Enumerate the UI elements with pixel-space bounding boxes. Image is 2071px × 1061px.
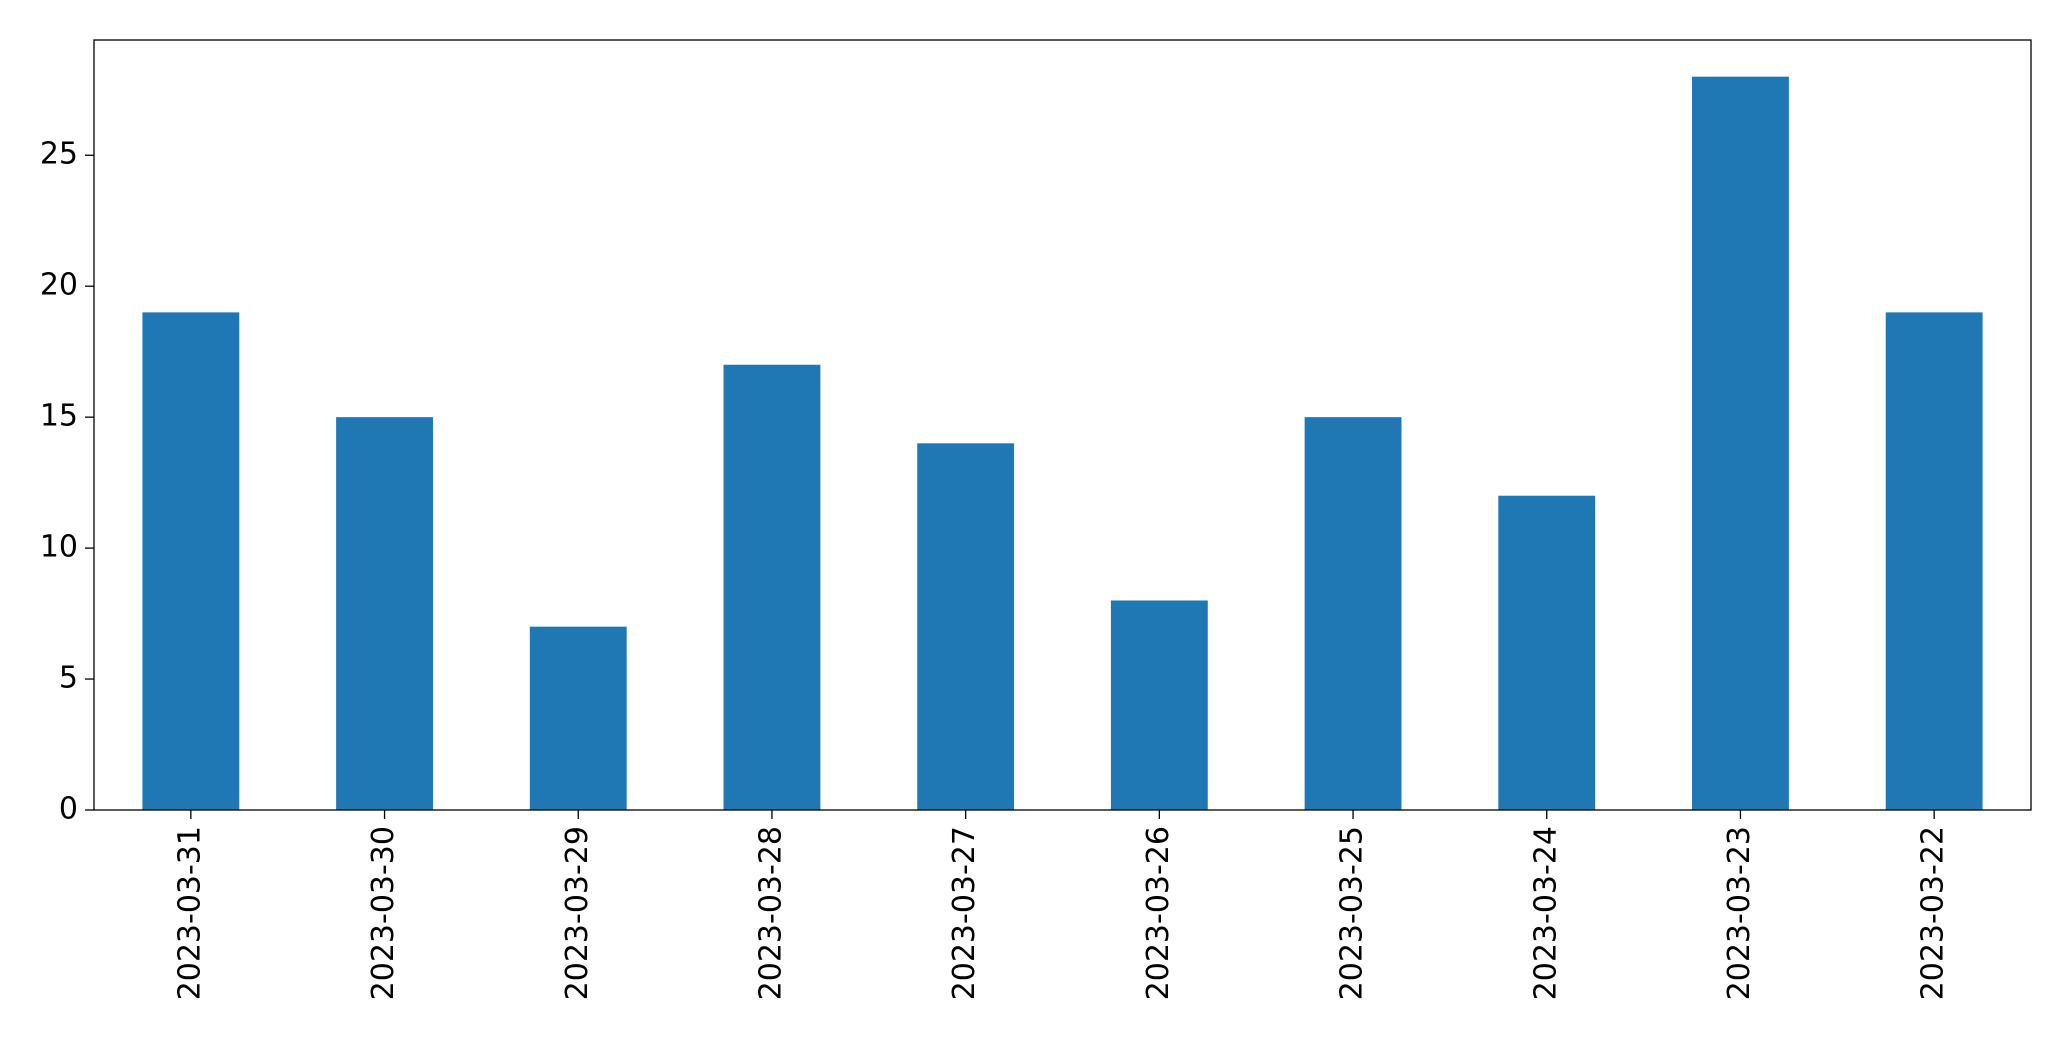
x-tick-label: 2023-03-27 [947,826,982,1000]
bar [1110,600,1208,810]
x-tick-label: 2023-03-26 [1141,826,1176,1000]
y-tick-label: 5 [59,661,78,696]
bar [1885,312,1983,810]
x-tick-label: 2023-03-28 [753,826,788,1000]
bar [1304,417,1402,810]
y-tick-label: 20 [40,268,78,303]
bar [1498,495,1596,810]
y-tick-label: 15 [40,399,78,434]
x-tick-label: 2023-03-31 [172,826,207,1000]
x-tick-label: 2023-03-22 [1916,826,1951,1000]
axes-frame [93,39,2032,811]
x-tick-label: 2023-03-25 [1335,826,1370,1000]
bar [529,626,627,810]
bar [917,443,1015,810]
x-tick-label: 2023-03-23 [1722,826,1757,1000]
bar [336,417,433,810]
x-tick-label: 2023-03-29 [560,826,595,1000]
y-tick-label: 10 [40,530,78,565]
bar [142,312,240,810]
bar [1692,76,1789,810]
x-tick-label: 2023-03-24 [1528,826,1563,1000]
y-tick-label: 25 [40,137,78,172]
bar [723,364,821,810]
x-tick-label: 2023-03-30 [366,826,401,1000]
y-tick-label: 0 [59,792,78,827]
